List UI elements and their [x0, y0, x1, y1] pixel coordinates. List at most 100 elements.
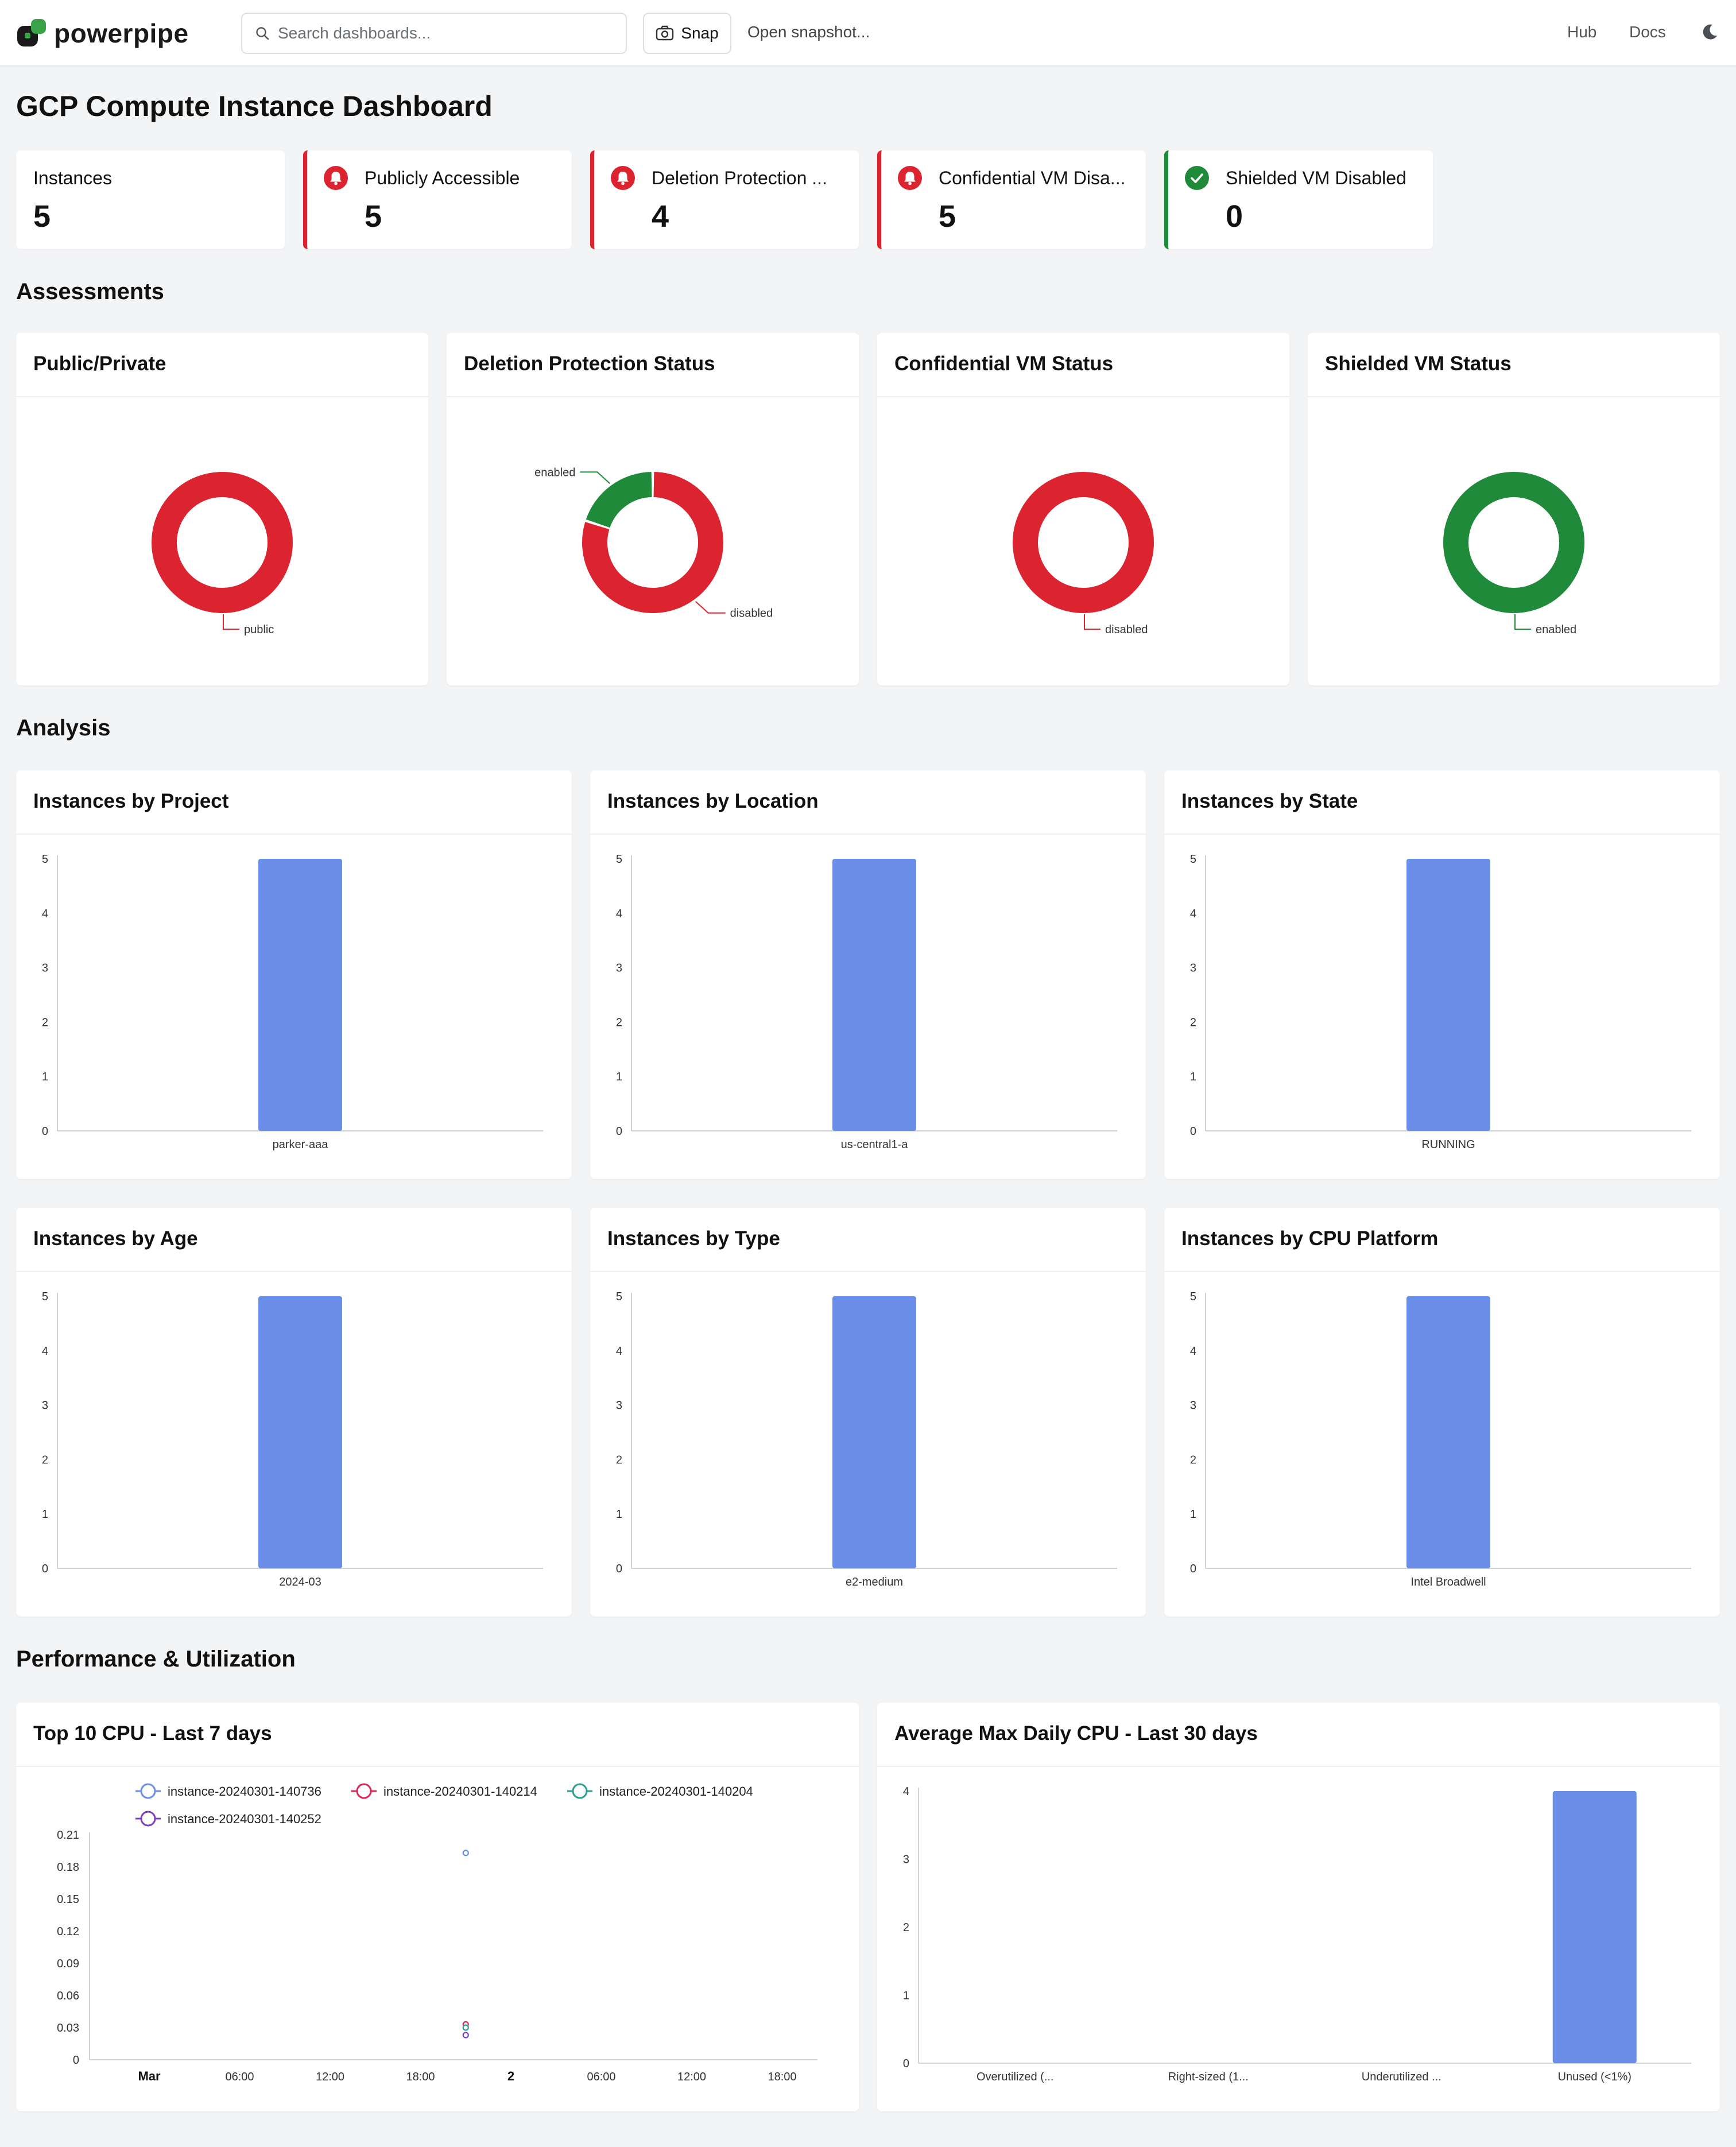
y-tick-label: 2	[903, 1921, 909, 1934]
panel-title: Shielded VM Status	[1325, 352, 1512, 375]
y-tick-label: 1	[616, 1508, 622, 1521]
y-tick-label: 5	[616, 853, 622, 866]
bar-chart: 0 1 2 3 4 5 2024-03	[42, 1290, 543, 1588]
card-value: 5	[939, 199, 956, 234]
legend-marker	[140, 1783, 156, 1799]
x-tick-label: Right-sized (1...	[1168, 2071, 1249, 2083]
card-deletion-protection[interactable]: Deletion Protection ... 4	[590, 150, 859, 249]
y-tick-label: 3	[1190, 1400, 1196, 1412]
scatter-chart: 0 0.03 0.06 0.09 0.12 0.15 0.18 0.21 Mar 06:00 12:…	[57, 1783, 817, 2083]
y-tick-label: 5	[42, 1290, 48, 1303]
legend-label: instance-20240301-140736	[168, 1784, 321, 1799]
donut-chart: disabled	[1013, 472, 1154, 636]
card-label: Publicly Accessible	[365, 168, 520, 188]
x-tick-label: us-central1-a	[841, 1138, 909, 1151]
bar	[258, 1296, 342, 1568]
open-snapshot-link[interactable]: Open snapshot...	[747, 23, 870, 41]
x-tick-label: 06:00	[587, 2071, 615, 2083]
panel-public-private: Public/Private public	[16, 333, 428, 685]
scatter-point	[462, 1850, 469, 1857]
y-tick-label: 0.03	[57, 2022, 79, 2034]
snap-button[interactable]: Snap	[643, 13, 731, 54]
y-tick-label: 4	[616, 1345, 622, 1358]
x-tick-label: Mar	[138, 2069, 161, 2083]
y-tick-label: 5	[1190, 853, 1196, 866]
scatter-point	[462, 2024, 469, 2031]
donut-label: disabled	[1105, 623, 1148, 636]
y-tick-label: 0	[1190, 1125, 1196, 1138]
y-tick-label: 0	[616, 1125, 622, 1138]
brand-logo[interactable]: powerpipe	[16, 17, 189, 49]
search-input[interactable]	[278, 24, 611, 42]
nav-docs-link[interactable]: Docs	[1629, 23, 1666, 41]
card-instances[interactable]: Instances 5	[16, 150, 285, 249]
card-publicly-accessible[interactable]: Publicly Accessible 5	[303, 150, 572, 249]
y-tick-label: 0	[903, 2057, 909, 2070]
donut-slice-enabled	[586, 472, 653, 528]
panel-divider	[16, 834, 572, 835]
donut-label-line	[580, 471, 611, 484]
y-tick-label: 0.09	[57, 1958, 79, 1970]
panel-title: Top 10 CPU - Last 7 days	[33, 1722, 272, 1745]
scatter-point	[462, 2032, 469, 2039]
bar-chart: 0 1 2 3 4 Overutilized (... Right-sized (1... U…	[903, 1785, 1691, 2083]
y-tick-label: 2	[616, 1016, 622, 1029]
search-box[interactable]	[241, 13, 627, 54]
bar-chart: 0 1 2 3 4 5 Intel Broadwell	[1190, 1290, 1691, 1588]
donut-slice-disabled	[1013, 472, 1154, 613]
panel-instances-by-age: Instances by Age 0 1 2 3 4 5 2024-03	[16, 1208, 572, 1617]
panel-divider	[16, 396, 428, 397]
x-tick-label: Unused (<1%)	[1558, 2071, 1632, 2083]
nav-hub-link[interactable]: Hub	[1567, 23, 1597, 41]
donut-chart: disabled enabled	[534, 466, 773, 620]
y-tick-label: 4	[42, 908, 48, 920]
donut-label-line	[1514, 614, 1531, 630]
y-tick-label: 0	[1190, 1563, 1196, 1575]
y-tick-label: 3	[616, 962, 622, 975]
y-tick-label: 0.15	[57, 1893, 79, 1906]
card-value: 4	[652, 199, 669, 234]
card-confidential-vm[interactable]: Confidential VM Disa... 5	[877, 150, 1146, 249]
panel-instances-by-cpu-platform: Instances by CPU Platform 0 1 2 3 4 5 Intel Br…	[1164, 1208, 1720, 1617]
card-shielded-vm[interactable]: Shielded VM Disabled 0	[1164, 150, 1433, 249]
panel-divider	[16, 1766, 859, 1767]
bar	[1406, 859, 1490, 1131]
donut-label-line	[223, 614, 239, 630]
panel-divider	[447, 396, 859, 397]
section-assessments: Assessments	[16, 279, 164, 304]
y-tick-label: 5	[616, 1290, 622, 1303]
card-label: Confidential VM Disa...	[939, 168, 1126, 188]
y-tick-label: 3	[903, 1854, 909, 1866]
bar	[1552, 1791, 1637, 2063]
moon-icon[interactable]	[1700, 23, 1719, 41]
section-analysis: Analysis	[16, 715, 111, 741]
legend-label: instance-20240301-140214	[383, 1784, 537, 1799]
y-tick-label: 3	[616, 1400, 622, 1412]
panel-top-10-cpu: Top 10 CPU - Last 7 days 0 0.03 0.06 0.09 0.…	[16, 1703, 859, 2111]
card-value: 5	[365, 199, 382, 234]
y-tick-label: 4	[903, 1785, 909, 1798]
bar	[832, 859, 916, 1131]
donut-chart: enabled	[1443, 472, 1584, 636]
y-tick-label: 0.12	[57, 1925, 79, 1938]
panel-divider	[16, 1271, 572, 1272]
panel-instances-by-location: Instances by Location 0 1 2 3 4 5 us-central1-…	[590, 770, 1146, 1179]
panel-shielded-vm: Shielded VM Status enabled	[1308, 333, 1720, 685]
x-tick-label: 06:00	[225, 2071, 254, 2083]
y-tick-label: 1	[1190, 1508, 1196, 1521]
y-tick-label: 0	[73, 2054, 79, 2067]
panel-title: Instances by Age	[33, 1227, 198, 1250]
bell-icon	[611, 166, 635, 190]
y-tick-label: 0	[616, 1563, 622, 1575]
x-tick-label: parker-aaa	[273, 1138, 329, 1151]
y-tick-label: 4	[616, 908, 622, 920]
panel-title: Instances by Project	[33, 790, 229, 812]
donut-label: disabled	[730, 607, 773, 620]
y-tick-label: 4	[1190, 908, 1196, 920]
snap-label: Snap	[681, 24, 719, 42]
x-tick-label: RUNNING	[1421, 1138, 1475, 1151]
section-performance: Performance & Utilization	[16, 1646, 296, 1672]
panel-deletion-protection: Deletion Protection Status disabled enabl…	[447, 333, 859, 685]
x-tick-label: 2	[507, 2069, 514, 2083]
panel-avg-max-daily-cpu: Average Max Daily CPU - Last 30 days 0 1 2…	[877, 1703, 1720, 2111]
